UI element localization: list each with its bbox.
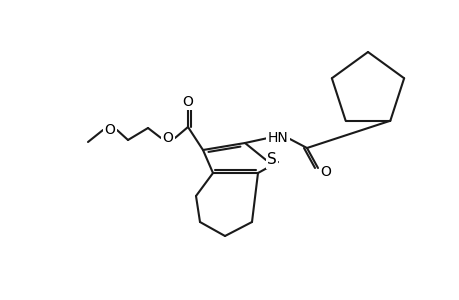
- Text: O: O: [320, 165, 331, 179]
- Text: S: S: [267, 152, 276, 167]
- Text: HN: HN: [267, 131, 288, 145]
- Text: O: O: [104, 123, 115, 137]
- Text: O: O: [162, 131, 173, 145]
- Text: O: O: [182, 95, 193, 109]
